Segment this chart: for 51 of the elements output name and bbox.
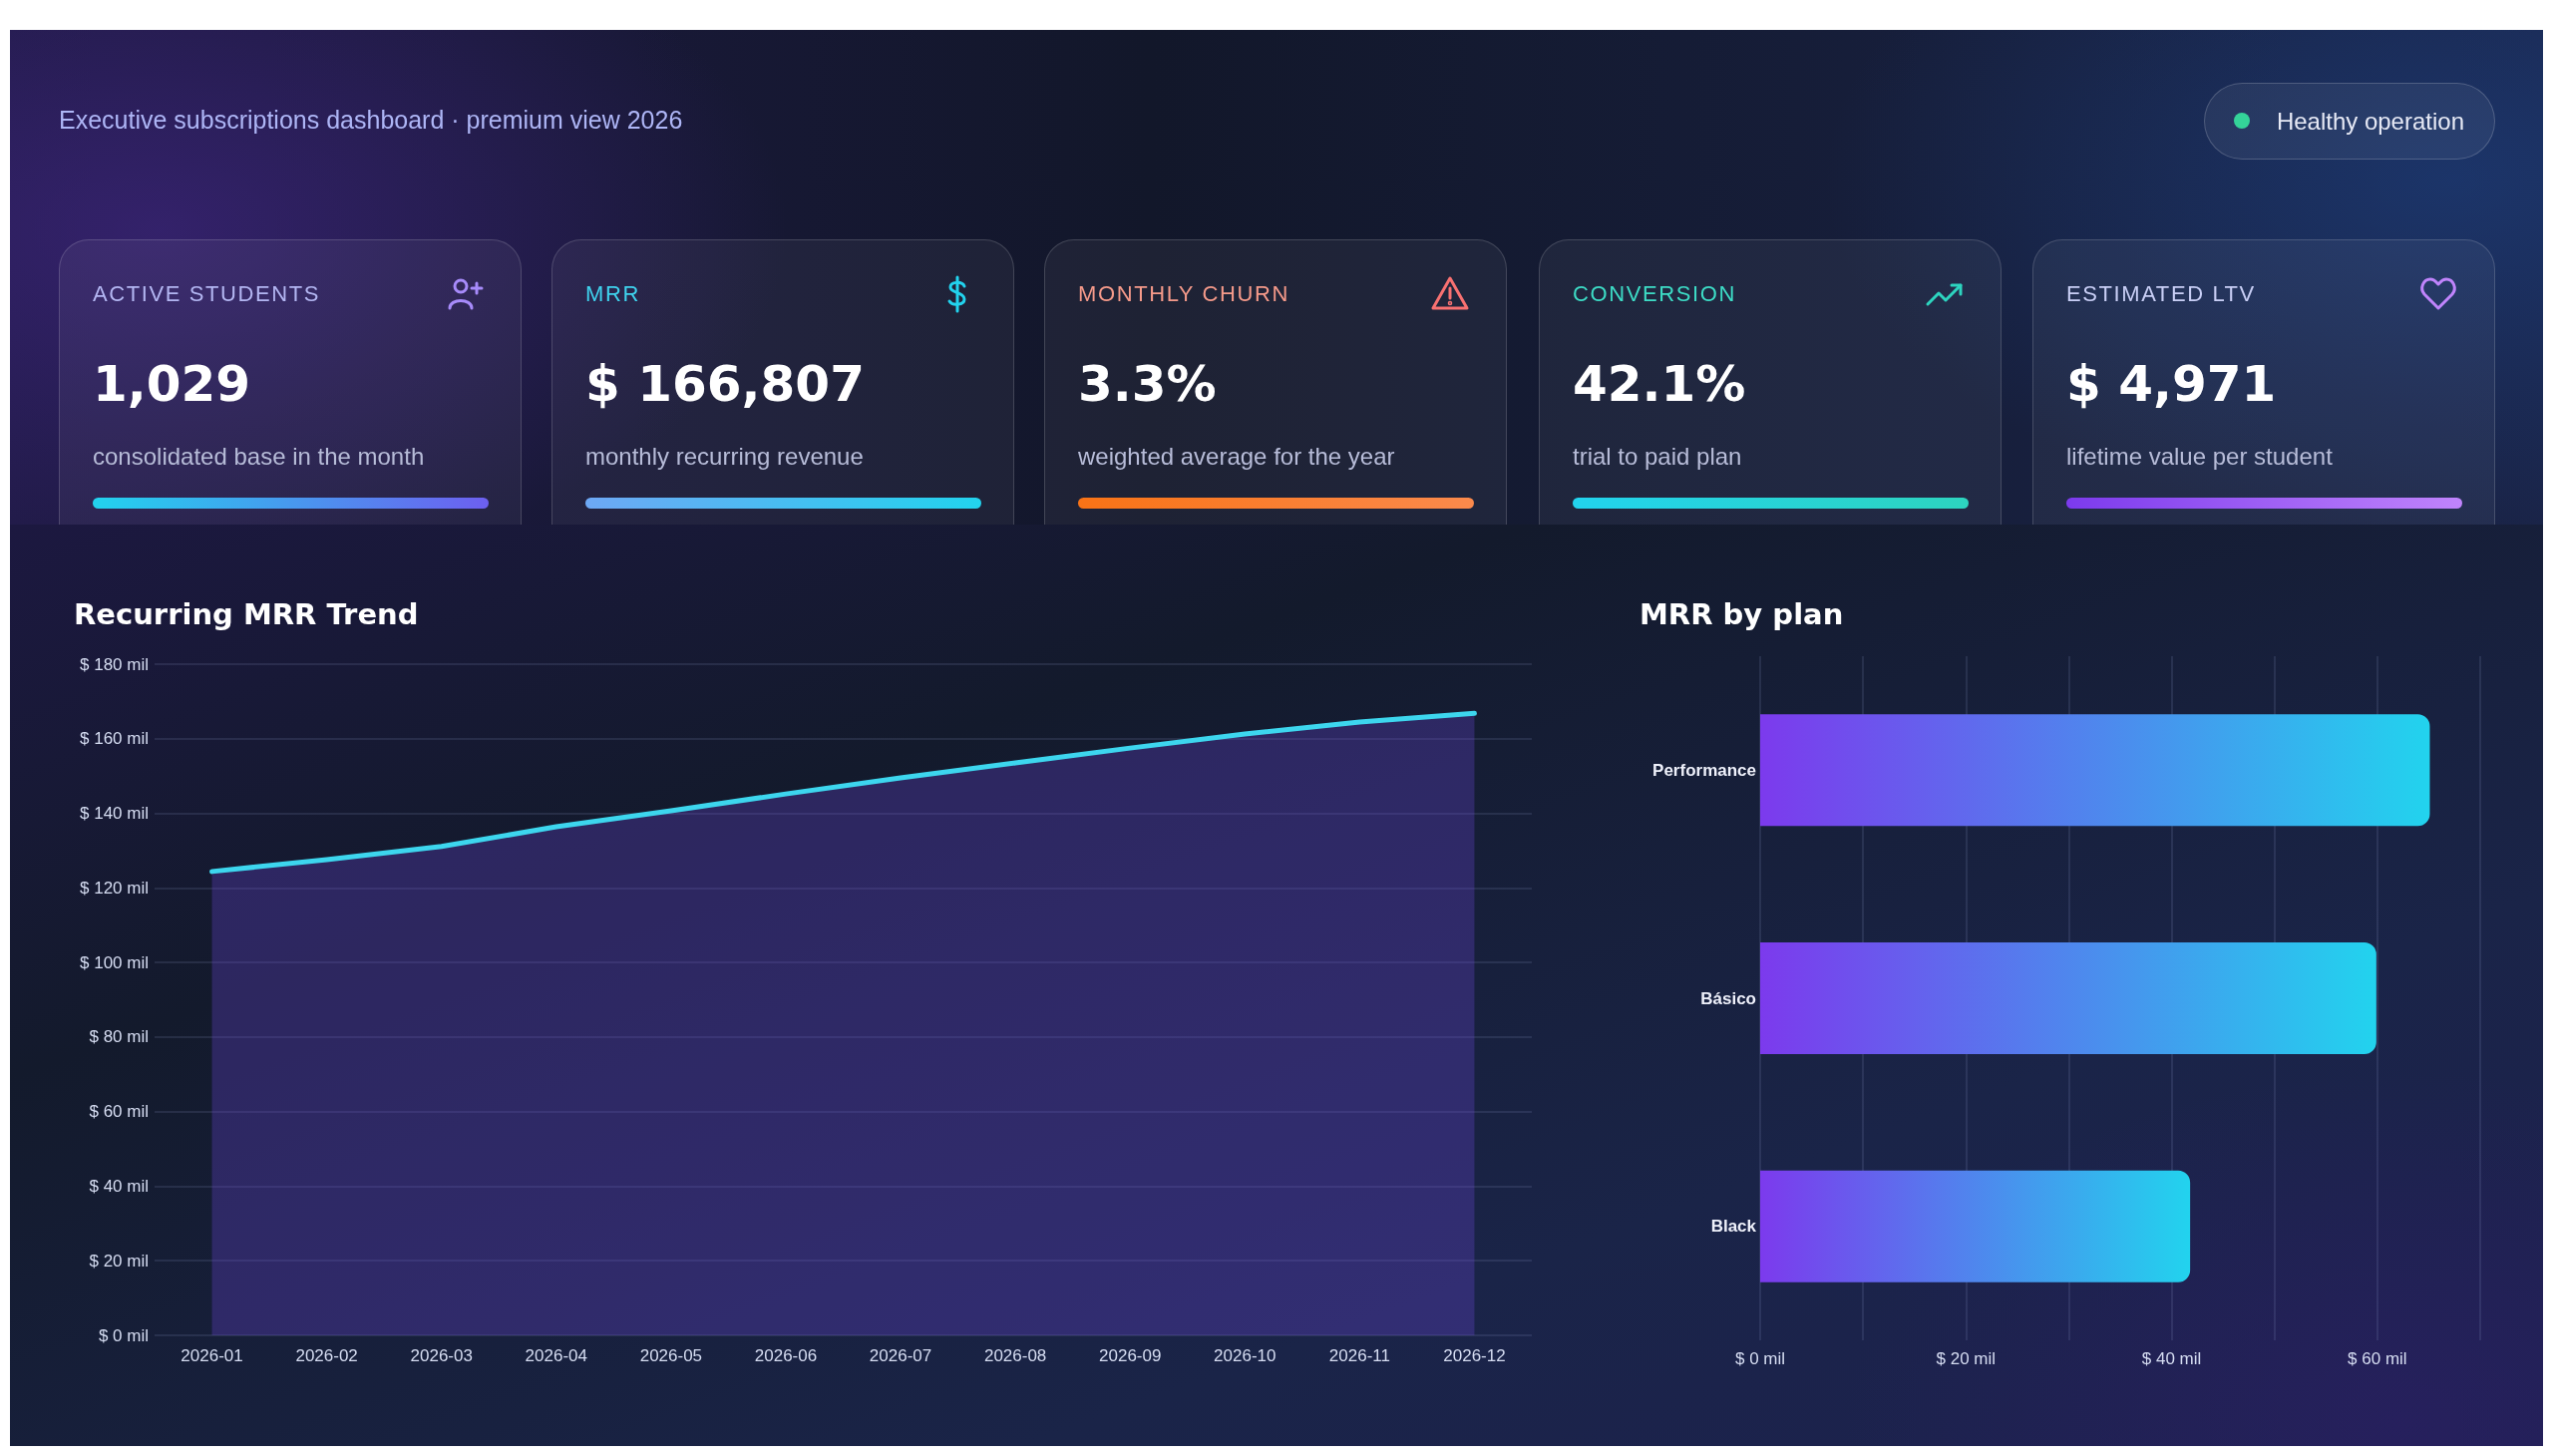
- chart-title: Recurring MRR Trend: [74, 596, 419, 631]
- x-tick-label: 2026-08: [983, 1346, 1047, 1365]
- text: $ 4,971: [2066, 354, 2277, 415]
- x-tick-label: 2026-06: [754, 1346, 818, 1365]
- x-tick-label: 2026-03: [410, 1346, 473, 1365]
- bar: [1760, 941, 2376, 1055]
- x-tick-label: $ 40 mil: [2141, 1349, 2202, 1368]
- text: 3.3%: [1078, 354, 1217, 415]
- text: ACTIVE STUDENTS: [93, 280, 321, 308]
- text: monthly recurring revenue: [585, 442, 864, 472]
- text: weighted average for the year: [1078, 442, 1395, 472]
- y-tick-label: $ 100 mil: [80, 952, 149, 972]
- y-tick-label: Básico: [1700, 988, 1756, 1008]
- x-tick-label: 2026-02: [295, 1346, 358, 1365]
- y-tick-label: $ 160 mil: [80, 729, 149, 749]
- x-tick-label: 2026-09: [1099, 1346, 1162, 1365]
- x-tick-label: 2026-04: [525, 1346, 587, 1365]
- text: trial to paid plan: [1573, 442, 1742, 472]
- x-tick-label: 2026-11: [1328, 1346, 1390, 1365]
- x-tick-label: $ 60 mil: [2348, 1349, 2407, 1368]
- text: 1,029: [93, 354, 251, 415]
- y-tick-label: $ 0 mil: [98, 1325, 149, 1345]
- text: Executive subscriptions dashboard · premium view 2026: [59, 105, 683, 136]
- x-tick-label: 2026-10: [1214, 1346, 1276, 1365]
- text: $ 166,807: [585, 354, 865, 415]
- text: MONTHLY CHURN: [1078, 280, 1289, 308]
- y-tick-label: $ 80 mil: [89, 1027, 149, 1047]
- x-tick-label: 2026-07: [869, 1346, 932, 1365]
- bar: [1760, 1170, 2191, 1282]
- x-tick-label: $ 0 mil: [1734, 1349, 1786, 1368]
- text: lifetime value per student: [2066, 442, 2333, 472]
- y-tick-label: $ 140 mil: [80, 804, 149, 824]
- x-tick-label: 2026-05: [639, 1346, 703, 1365]
- y-tick-label: $ 60 mil: [89, 1102, 149, 1122]
- y-tick-label: Black: [1710, 1217, 1757, 1237]
- text: MRR: [585, 280, 640, 308]
- x-tick-label: 2026-12: [1443, 1346, 1506, 1365]
- y-tick-label: $ 20 mil: [89, 1251, 149, 1271]
- y-tick-label: $ 120 mil: [80, 878, 149, 898]
- chart-title: MRR by plan: [1640, 596, 1844, 631]
- text: ESTIMATED LTV: [2066, 280, 2256, 308]
- text: Healthy operation: [2276, 107, 2464, 136]
- text: 42.1%: [1573, 354, 1746, 415]
- text: consolidated base in the month: [93, 442, 425, 472]
- x-tick-label: 2026-01: [181, 1346, 243, 1365]
- text: CONVERSION: [1573, 280, 1736, 308]
- x-tick-label: $ 20 mil: [1936, 1349, 1997, 1368]
- y-tick-label: $ 40 mil: [89, 1176, 149, 1196]
- bar: [1760, 714, 2430, 827]
- y-tick-label: Performance: [1652, 760, 1756, 780]
- y-tick-label: $ 180 mil: [80, 654, 149, 674]
